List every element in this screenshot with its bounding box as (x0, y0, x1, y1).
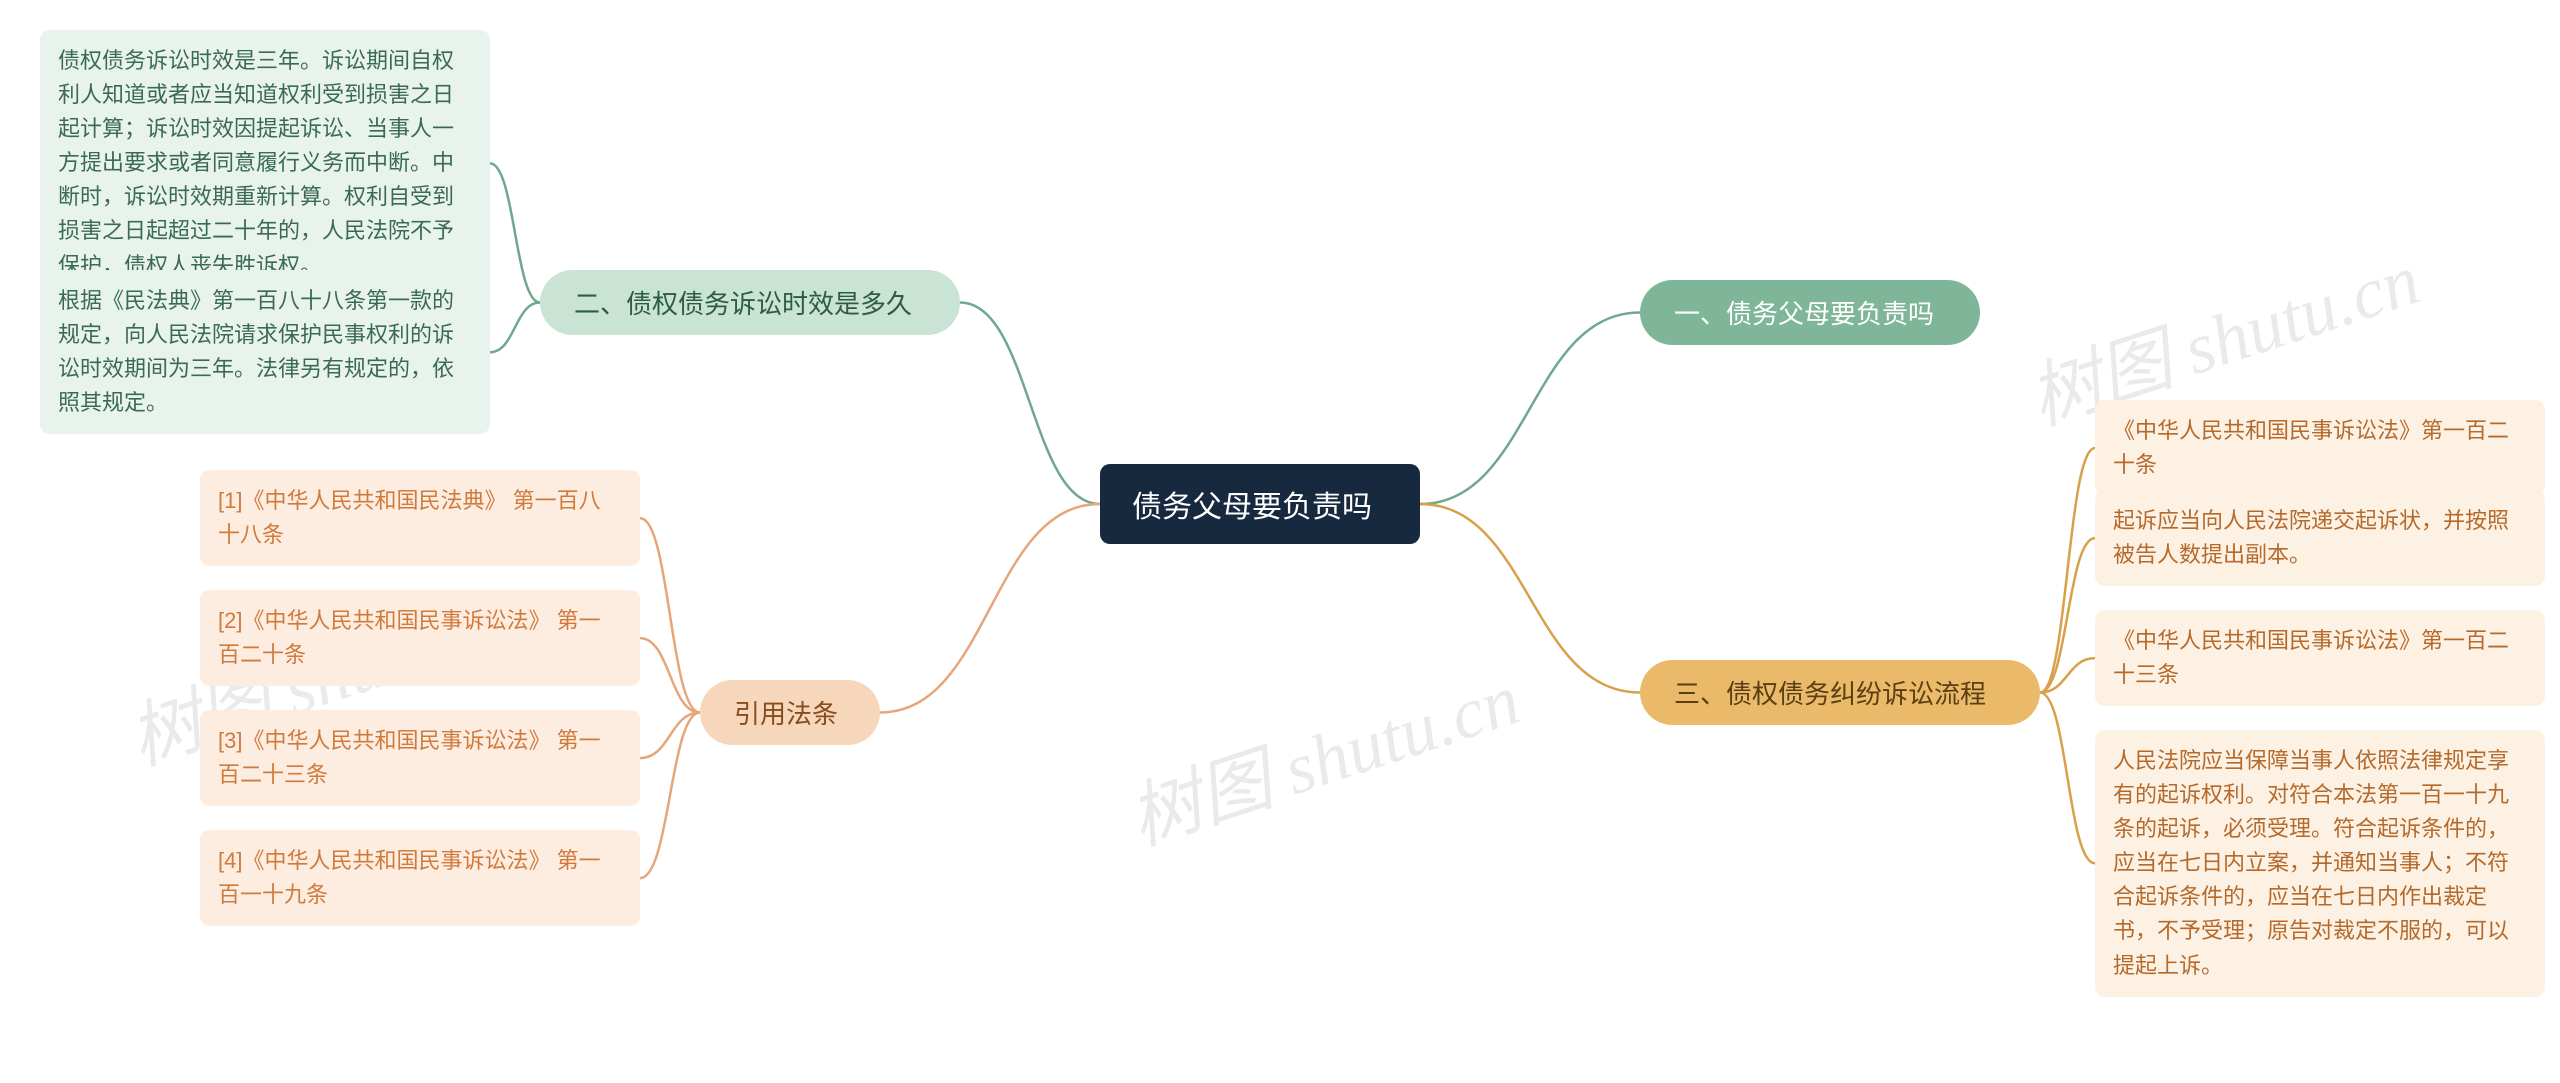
edge (640, 713, 700, 879)
branch-4-leaf-1: [2]《中华人民共和国民事诉讼法》 第一百二十条 (200, 590, 640, 686)
edge (2040, 693, 2095, 864)
branch-2: 二、债权债务诉讼时效是多久 (540, 270, 960, 335)
branch-3-leaf-3: 人民法院应当保障当事人依照法律规定享有的起诉权利。对符合本法第一百一十九条的起诉… (2095, 730, 2545, 997)
branch-3: 三、债权债务纠纷诉讼流程 (1640, 660, 2040, 725)
root-node: 债务父母要负责吗 (1100, 464, 1420, 544)
edge (2040, 448, 2095, 692)
edge (2040, 658, 2095, 692)
edge (490, 303, 540, 353)
branch-4-leaf-0: [1]《中华人民共和国民法典》 第一百八十八条 (200, 470, 640, 566)
edge (1420, 313, 1640, 505)
branch-4: 引用法条 (700, 680, 880, 745)
branch-2-leaf-1: 根据《民法典》第一百八十八条第一款的规定，向人民法院请求保护民事权利的诉讼时效期… (40, 270, 490, 434)
branch-3-leaf-1: 起诉应当向人民法院递交起诉状，并按照被告人数提出副本。 (2095, 490, 2545, 586)
branch-1: 一、债务父母要负责吗 (1640, 280, 1980, 345)
edge (2040, 538, 2095, 692)
branch-3-leaf-2: 《中华人民共和国民事诉讼法》第一百二十三条 (2095, 610, 2545, 706)
edge (880, 504, 1100, 713)
branch-2-leaf-0: 债权债务诉讼时效是三年。诉讼期间自权利人知道或者应当知道权利受到损害之日起计算；… (40, 30, 490, 297)
branch-3-leaf-0: 《中华人民共和国民事诉讼法》第一百二十条 (2095, 400, 2545, 496)
branch-4-leaf-2: [3]《中华人民共和国民事诉讼法》 第一百二十三条 (200, 710, 640, 806)
edge (640, 518, 700, 712)
edge (1420, 504, 1640, 693)
edge (640, 713, 700, 759)
edge (640, 638, 700, 712)
watermark: 树图 shutu.cn (1114, 640, 1531, 865)
edge (490, 163, 540, 302)
edge (960, 303, 1100, 505)
branch-4-leaf-3: [4]《中华人民共和国民事诉讼法》 第一百一十九条 (200, 830, 640, 926)
